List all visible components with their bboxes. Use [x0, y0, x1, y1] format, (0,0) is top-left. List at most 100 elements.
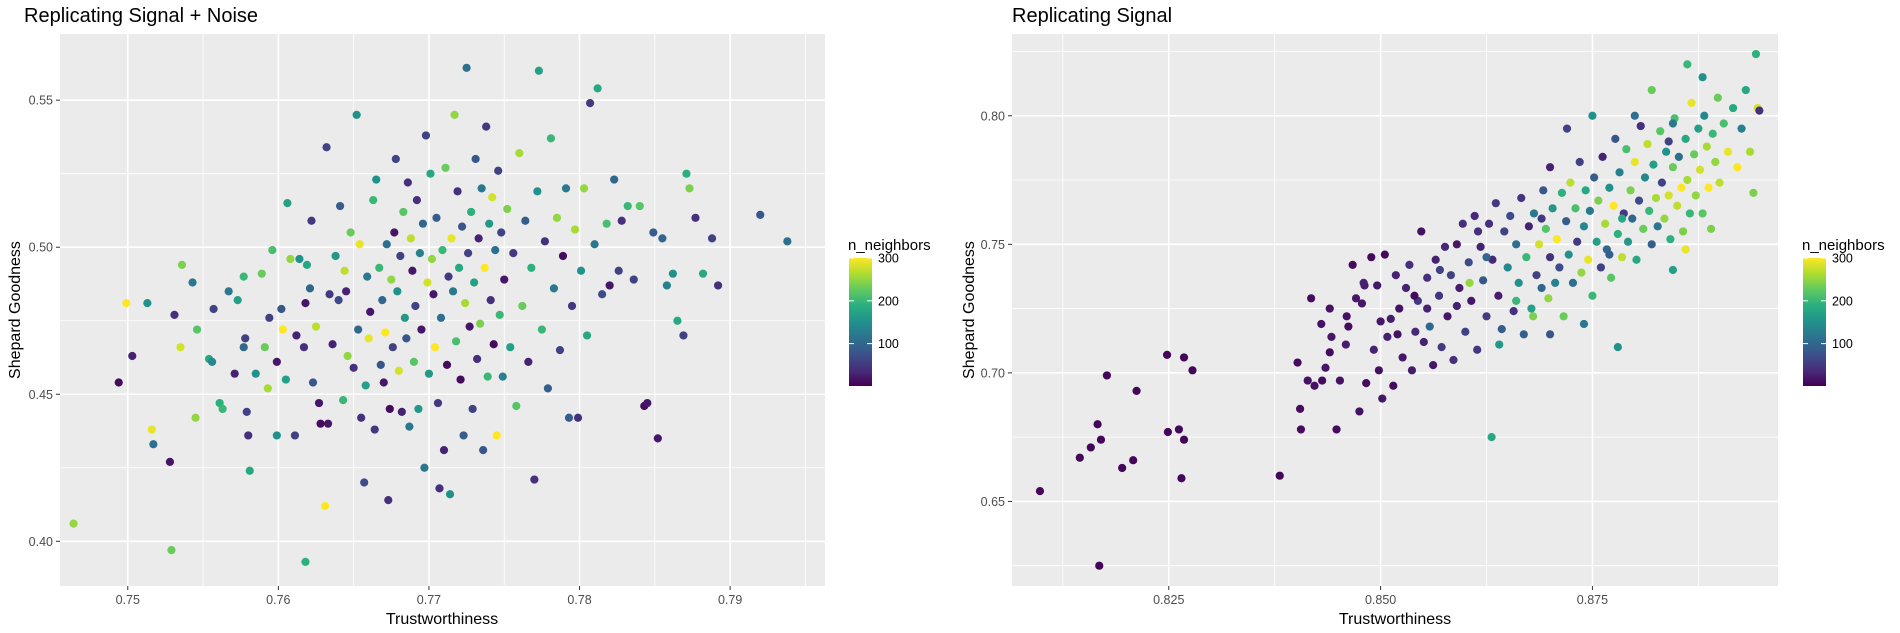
- data-point: [495, 310, 504, 319]
- data-point: [322, 143, 331, 152]
- data-point: [375, 263, 384, 272]
- legend-title: n_neighbors: [1802, 237, 1885, 254]
- data-point: [1539, 186, 1548, 195]
- data-point: [1425, 322, 1434, 331]
- data-point: [1435, 265, 1445, 275]
- data-point: [567, 301, 577, 311]
- data-point: [436, 313, 446, 322]
- data-point: [1685, 209, 1694, 218]
- data-point: [1660, 214, 1669, 223]
- data-point: [1487, 433, 1496, 442]
- data-point: [278, 325, 287, 334]
- axis-ticks: 0.825 0.850 0.875 0.65 0.70 0.75 0.80: [981, 109, 1608, 607]
- data-point: [1431, 255, 1440, 264]
- data-point: [1628, 214, 1637, 223]
- data-point: [1755, 106, 1764, 115]
- data-point: [1588, 111, 1597, 120]
- data-point: [1664, 191, 1673, 200]
- data-point: [1395, 304, 1404, 313]
- data-point: [439, 446, 449, 455]
- data-point: [1095, 561, 1104, 570]
- data-point: [1745, 147, 1755, 156]
- data-point: [1645, 206, 1654, 215]
- data-point: [421, 131, 431, 140]
- data-point: [602, 219, 611, 228]
- data-point: [1318, 376, 1327, 385]
- data-point: [1473, 227, 1483, 236]
- data-point: [1529, 312, 1538, 321]
- data-point: [1579, 222, 1589, 231]
- data-point: [515, 149, 524, 158]
- panel-signal: Replicating Signal 0.825 0.850 0.8750.650.…: [961, 5, 1885, 628]
- data-point: [614, 266, 623, 275]
- data-point: [698, 269, 708, 278]
- data-point: [170, 310, 179, 319]
- data-point: [1470, 211, 1479, 221]
- y-axis-title: Shepard Goodness: [961, 241, 978, 379]
- legend-ticks: 100 200 300: [849, 252, 899, 351]
- data-point: [527, 263, 536, 272]
- data-point: [1378, 394, 1387, 403]
- data-point: [442, 360, 452, 369]
- data-point: [403, 178, 412, 187]
- data-point: [418, 219, 428, 228]
- data-point: [1626, 186, 1635, 195]
- data-point: [533, 187, 542, 196]
- data-point: [558, 251, 568, 261]
- data-point: [1295, 404, 1305, 413]
- panel-signal-noise: Replicating Signal + Noise 0.75 0.76 0.77 0…: [7, 5, 931, 628]
- data-point: [682, 169, 691, 178]
- data-point: [366, 307, 375, 317]
- data-point: [1177, 474, 1186, 483]
- data-point: [1681, 134, 1690, 143]
- x-tick-label: 0.825: [1153, 593, 1184, 607]
- data-point: [399, 207, 408, 217]
- data-point: [1700, 111, 1709, 120]
- data-point: [1749, 188, 1758, 197]
- data-point: [143, 298, 152, 308]
- data-point: [1321, 363, 1330, 372]
- data-point: [1332, 425, 1341, 434]
- data-point: [1437, 343, 1446, 352]
- data-point: [1391, 271, 1400, 280]
- data-point: [470, 278, 479, 287]
- data-point: [1698, 209, 1707, 218]
- data-point: [492, 431, 501, 440]
- data-point: [1429, 361, 1438, 370]
- data-point: [1398, 353, 1407, 362]
- data-point: [1537, 283, 1546, 293]
- data-point: [218, 404, 227, 414]
- data-point: [1598, 152, 1607, 161]
- data-point: [635, 201, 644, 211]
- data-point: [382, 240, 391, 249]
- data-point: [590, 240, 599, 249]
- data-point: [393, 287, 402, 296]
- x-tick-label: 0.75: [116, 593, 140, 607]
- data-point: [331, 251, 340, 261]
- data-point: [406, 234, 415, 243]
- data-point: [257, 269, 266, 278]
- data-point: [335, 201, 345, 211]
- x-tick-label: 0.77: [417, 593, 441, 607]
- data-point: [1702, 142, 1711, 151]
- data-point: [506, 343, 515, 352]
- data-point: [224, 287, 233, 296]
- data-point: [1677, 183, 1686, 192]
- data-point: [1577, 268, 1586, 277]
- data-point: [385, 404, 394, 414]
- data-point: [1086, 443, 1095, 452]
- data-point: [1706, 224, 1716, 233]
- data-point: [783, 237, 792, 246]
- data-point: [423, 278, 432, 287]
- data-point: [277, 304, 286, 314]
- data-point: [1514, 278, 1523, 287]
- data-point: [450, 110, 459, 119]
- data-point: [1711, 157, 1720, 167]
- color-legend: n_neighbors 100 200 300: [848, 237, 931, 386]
- data-point: [1348, 260, 1357, 269]
- x-tick-label: 0.875: [1577, 593, 1608, 607]
- data-point: [582, 331, 592, 340]
- data-point: [283, 198, 292, 208]
- data-point: [1519, 330, 1528, 339]
- data-point: [1293, 358, 1302, 367]
